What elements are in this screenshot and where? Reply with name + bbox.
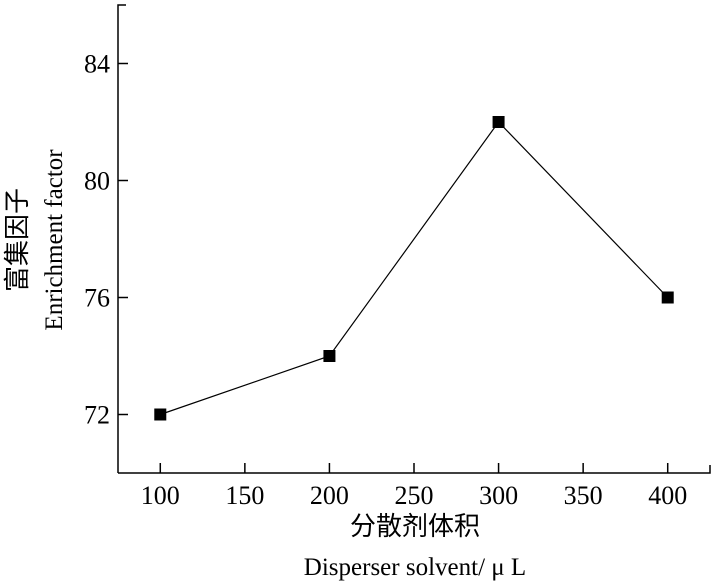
x-tick-label: 350 bbox=[564, 481, 603, 510]
series-line bbox=[160, 121, 669, 416]
x-tick-label: 250 bbox=[395, 481, 434, 510]
y-tick-label: 84 bbox=[84, 50, 110, 79]
axes bbox=[117, 4, 711, 474]
y-axis-label-cn: 富集因子 bbox=[3, 188, 33, 292]
x-tick-label: 150 bbox=[225, 481, 264, 510]
y-ticks: 72 76 80 84 bbox=[84, 50, 128, 430]
series-group bbox=[154, 116, 674, 421]
x-axis-label-cn: 分散剂体积 bbox=[350, 512, 480, 542]
x-tick-label: 400 bbox=[648, 481, 687, 510]
y-tick-label: 72 bbox=[84, 401, 110, 430]
y-axis-label-en: Enrichment factor bbox=[41, 149, 68, 331]
x-axis-line bbox=[118, 465, 711, 474]
x-tick-label: 100 bbox=[141, 481, 180, 510]
x-ticks: 100 150 200 250 300 350 400 bbox=[141, 463, 687, 510]
data-point-marker bbox=[323, 350, 336, 362]
y-tick-label: 76 bbox=[84, 284, 110, 313]
data-point-marker bbox=[492, 116, 505, 128]
data-point-marker bbox=[661, 291, 674, 304]
x-tick-label: 300 bbox=[479, 481, 518, 510]
data-point-marker bbox=[154, 408, 167, 421]
y-axis-line bbox=[117, 4, 126, 473]
x-axis-label-en: Disperser solvent/ μ L bbox=[304, 554, 526, 581]
x-tick-label: 200 bbox=[310, 481, 349, 510]
y-tick-label: 80 bbox=[84, 167, 110, 196]
